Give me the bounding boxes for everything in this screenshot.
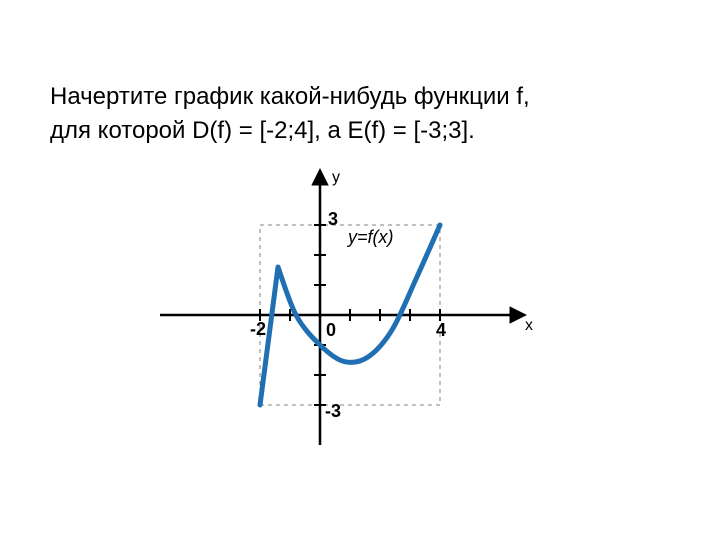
function-label: y=f(x) (348, 227, 394, 248)
function-graph: y x 0 y=f(x) 3 -3 -2 4 (150, 165, 570, 505)
x-axis-label: x (525, 317, 533, 335)
y-axis-label: y (332, 169, 340, 187)
x-min-label: -2 (248, 321, 268, 337)
y-max-label: 3 (326, 209, 340, 230)
page: Начертите график какой-нибудь функции f,… (0, 0, 720, 540)
y-min-label: -3 (324, 403, 342, 419)
problem-statement: Начертите график какой-нибудь функции f,… (50, 80, 670, 147)
problem-line-1: Начертите график какой-нибудь функции f, (50, 83, 530, 110)
origin-label: 0 (326, 320, 336, 341)
x-max-label: 4 (434, 320, 448, 341)
problem-line-2: для которой D(f) = [-2;4], а E(f) = [-3;… (50, 117, 475, 144)
graph-svg (150, 165, 570, 505)
